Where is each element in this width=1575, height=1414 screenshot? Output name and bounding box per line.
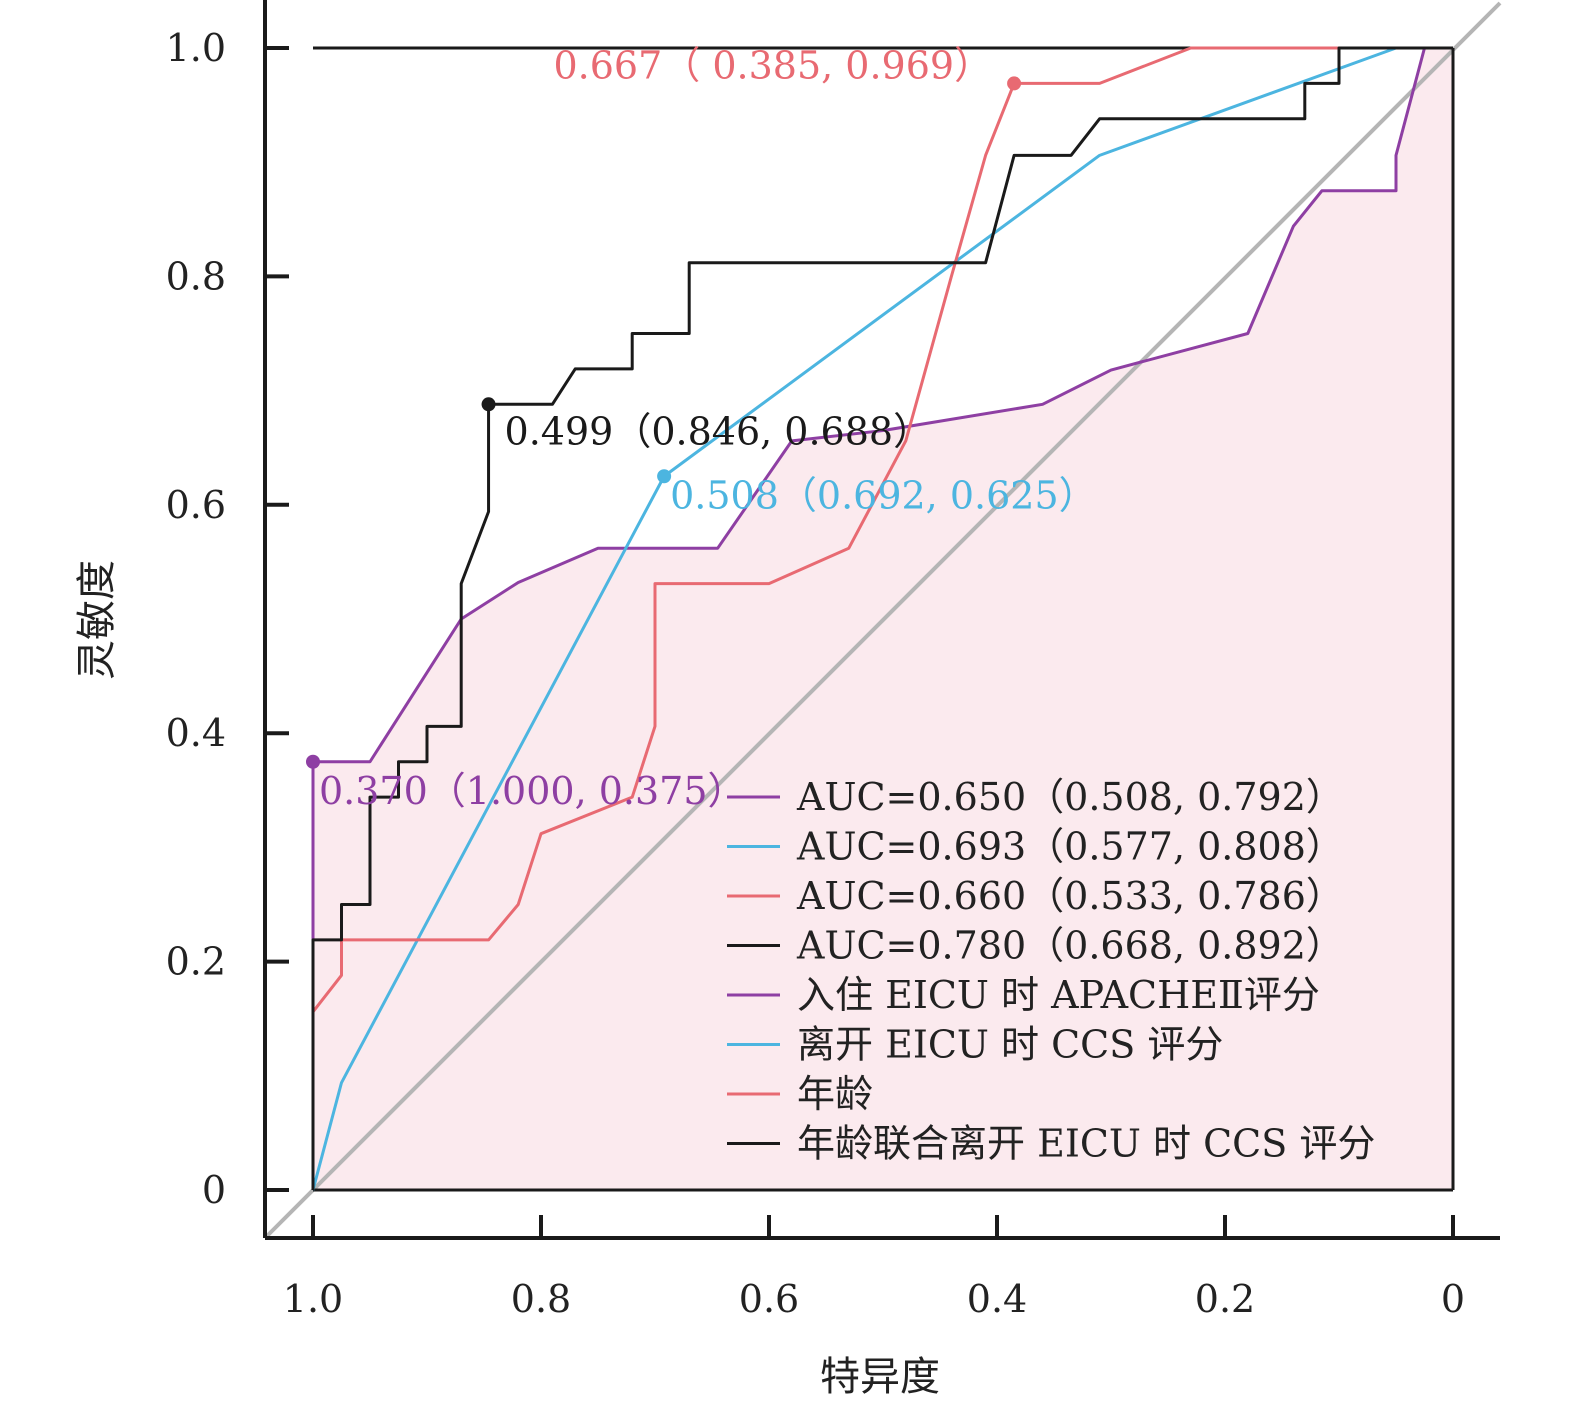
- x-tick-label-0: 1.0: [283, 1277, 343, 1321]
- legend: AUC=0.650（0.508, 0.792） AUC=0.693（0.577, …: [727, 775, 1375, 1166]
- legend-label-name-3: 年龄联合离开 EICU 时 CCS 评分: [797, 1122, 1375, 1166]
- annotation-marker-series-2: [1007, 76, 1022, 91]
- annotation-label-series-3: 0.499（0.846, 0.688）: [505, 409, 932, 453]
- roc-curve-series-2: [311, 46, 1453, 1013]
- legend-label-name-2: 年龄: [797, 1072, 873, 1116]
- annotation-label-series-1: 0.508（0.692, 0.625）: [670, 473, 1097, 517]
- x-tick-label-2: 0.6: [739, 1277, 799, 1321]
- y-tick-label-3: 0.6: [166, 483, 226, 527]
- y-tick-label-1: 0.2: [166, 940, 226, 984]
- annotation-marker-series-3: [481, 397, 496, 412]
- x-tick-label-4: 0.2: [1195, 1277, 1255, 1321]
- annotation-label-series-0: 0.370（1.000, 0.375）: [319, 769, 746, 813]
- annotations: 0.370（1.000, 0.375） 0.508（0.692, 0.625） 0.…: [306, 43, 1097, 813]
- legend-label-auc-3: AUC=0.780（0.668, 0.892）: [796, 924, 1344, 968]
- roc-curve-series-3: [311, 46, 1453, 1190]
- diagonal-reference-line: [263, 1, 1502, 1240]
- x-tick-label-3: 0.4: [967, 1277, 1027, 1321]
- roc-curve-series-0: [311, 46, 1453, 1190]
- x-axis-title: 特异度: [820, 1354, 940, 1400]
- axes: 0 0.2 0.4 0.6 0.8 1.0 1.0 0.8 0.6 0.4 0.2 0: [166, 0, 1500, 1321]
- y-tick-label-0: 0: [202, 1168, 226, 1212]
- y-tick-label-2: 0.4: [166, 711, 226, 755]
- x-tick-label-1: 0.8: [511, 1277, 571, 1321]
- annotation-marker-series-1: [657, 469, 672, 484]
- y-tick-label-4: 0.8: [166, 254, 226, 298]
- y-axis-title: 灵敏度: [74, 560, 120, 680]
- reference-line-layer: [263, 1, 1502, 1240]
- legend-label-name-0: 入住 EICU 时 APACHEⅡ评分: [797, 973, 1320, 1017]
- annotation-label-series-2: 0.667（ 0.385, 0.969）: [553, 43, 992, 87]
- roc-curves: [311, 46, 1453, 1191]
- legend-label-name-1: 离开 EICU 时 CCS 评分: [797, 1023, 1223, 1067]
- annotation-marker-series-0: [306, 754, 320, 769]
- legend-label-auc-2: AUC=0.660（0.533, 0.786）: [796, 874, 1344, 918]
- y-tick-label-5: 1.0: [166, 26, 226, 70]
- legend-label-auc-1: AUC=0.693（0.577, 0.808）: [796, 825, 1344, 869]
- x-tick-label-5: 0: [1441, 1277, 1465, 1321]
- legend-label-auc-0: AUC=0.650（0.508, 0.792）: [796, 775, 1344, 819]
